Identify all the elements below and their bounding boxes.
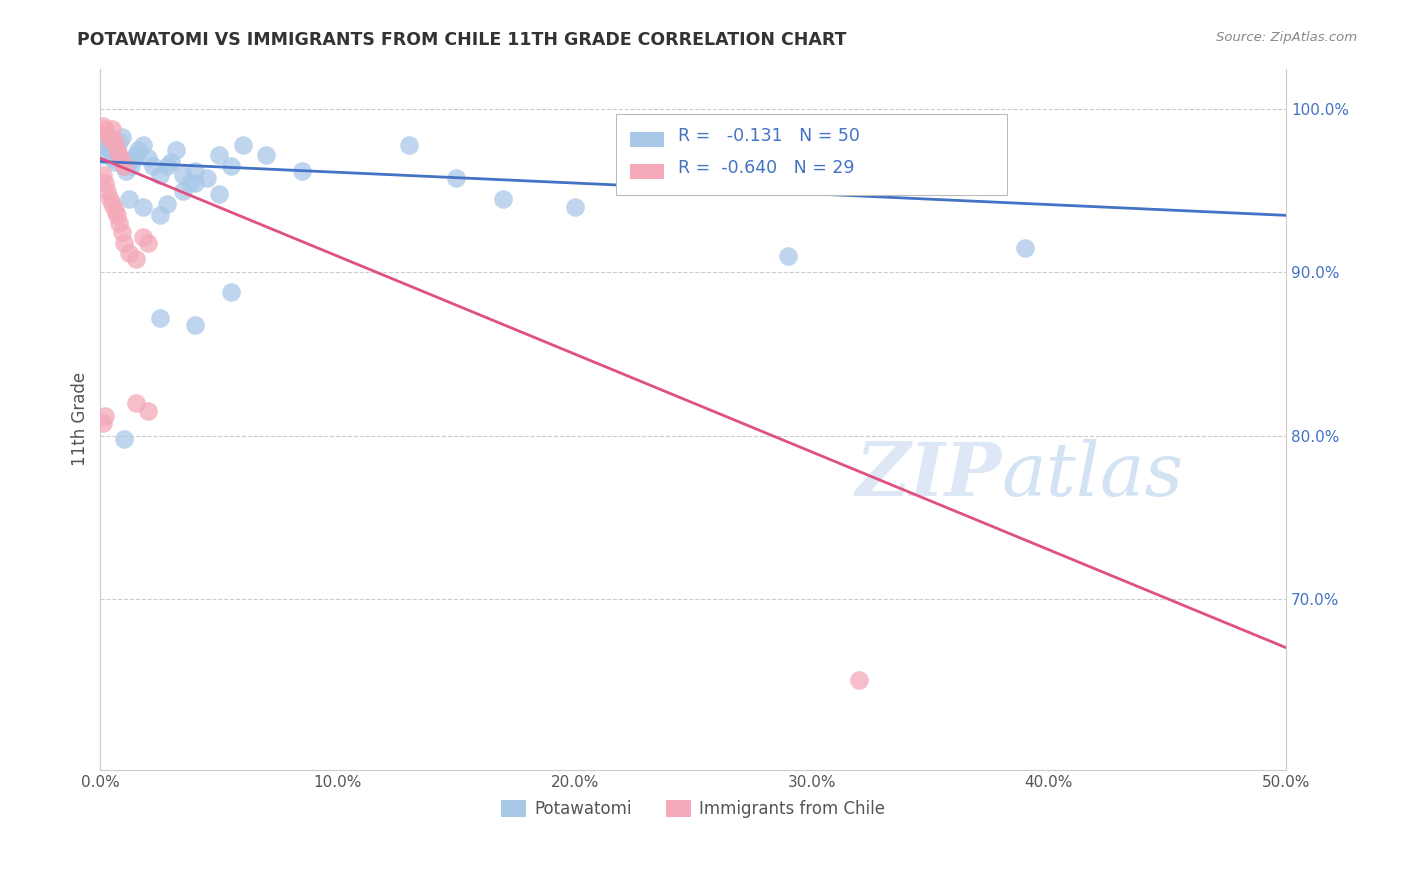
Point — [848, 673, 870, 688]
Text: R =  -0.640   N = 29: R = -0.640 N = 29 — [678, 159, 855, 178]
Point — [184, 176, 207, 190]
Point — [94, 176, 117, 190]
Point — [94, 138, 117, 153]
Point — [160, 154, 183, 169]
Point — [112, 432, 135, 446]
Point — [492, 192, 515, 206]
Point — [91, 168, 114, 182]
Point — [98, 192, 121, 206]
Text: atlas: atlas — [1001, 439, 1184, 512]
Text: ZIP: ZIP — [855, 439, 1001, 512]
Point — [172, 184, 194, 198]
Point — [96, 131, 118, 145]
Point — [141, 160, 163, 174]
Point — [291, 164, 314, 178]
Point — [108, 135, 131, 149]
Point — [96, 184, 118, 198]
Point — [118, 245, 141, 260]
Point — [195, 170, 218, 185]
Point — [398, 138, 420, 153]
Point — [103, 154, 125, 169]
Point — [98, 143, 121, 157]
Point — [108, 217, 131, 231]
Point — [103, 135, 125, 149]
Point — [1014, 241, 1036, 255]
Point — [111, 225, 134, 239]
Text: R =   -0.131   N = 50: R = -0.131 N = 50 — [678, 127, 859, 145]
Point — [115, 164, 138, 178]
Point — [91, 119, 114, 133]
Point — [208, 148, 231, 162]
Point — [132, 138, 155, 153]
Text: POTAWATOMI VS IMMIGRANTS FROM CHILE 11TH GRADE CORRELATION CHART: POTAWATOMI VS IMMIGRANTS FROM CHILE 11TH… — [77, 31, 846, 49]
Point — [112, 236, 135, 251]
Point — [172, 168, 194, 182]
Point — [111, 154, 134, 169]
Point — [101, 197, 124, 211]
Point — [101, 121, 124, 136]
Point — [108, 148, 131, 162]
Point — [122, 151, 145, 165]
Text: Source: ZipAtlas.com: Source: ZipAtlas.com — [1216, 31, 1357, 45]
Point — [179, 176, 201, 190]
Point — [149, 208, 172, 222]
Point — [91, 416, 114, 430]
Point — [184, 318, 207, 332]
Point — [156, 160, 179, 174]
Point — [165, 143, 187, 157]
Point — [112, 160, 135, 174]
Legend: Potawatomi, Immigrants from Chile: Potawatomi, Immigrants from Chile — [495, 793, 891, 825]
Point — [776, 249, 799, 263]
Point — [444, 170, 467, 185]
Point — [125, 396, 148, 410]
Point — [94, 409, 117, 423]
Point — [149, 168, 172, 182]
Point — [254, 148, 277, 162]
Point — [98, 131, 121, 145]
Point — [101, 151, 124, 165]
Point — [682, 154, 704, 169]
Bar — [630, 132, 664, 147]
Y-axis label: 11th Grade: 11th Grade — [72, 372, 89, 467]
Point — [564, 200, 586, 214]
Point — [112, 160, 135, 174]
Point — [156, 197, 179, 211]
Point — [136, 151, 159, 165]
Point — [103, 203, 125, 218]
Point — [125, 252, 148, 267]
Point — [136, 236, 159, 251]
Point — [105, 208, 128, 222]
Point — [105, 143, 128, 157]
Point — [125, 148, 148, 162]
Point — [136, 404, 159, 418]
Point — [232, 138, 254, 153]
Point — [208, 187, 231, 202]
Point — [132, 229, 155, 244]
Point — [219, 285, 242, 299]
Point — [120, 160, 142, 174]
Point — [91, 148, 114, 162]
Point — [184, 164, 207, 178]
Point — [118, 192, 141, 206]
Point — [118, 154, 141, 169]
Point — [111, 130, 134, 145]
Point — [149, 311, 172, 326]
Point — [132, 200, 155, 214]
Point — [219, 160, 242, 174]
FancyBboxPatch shape — [616, 114, 1007, 194]
Point — [94, 121, 117, 136]
Point — [96, 127, 118, 141]
Point — [105, 143, 128, 157]
Bar — [630, 164, 664, 179]
Point — [127, 143, 149, 157]
